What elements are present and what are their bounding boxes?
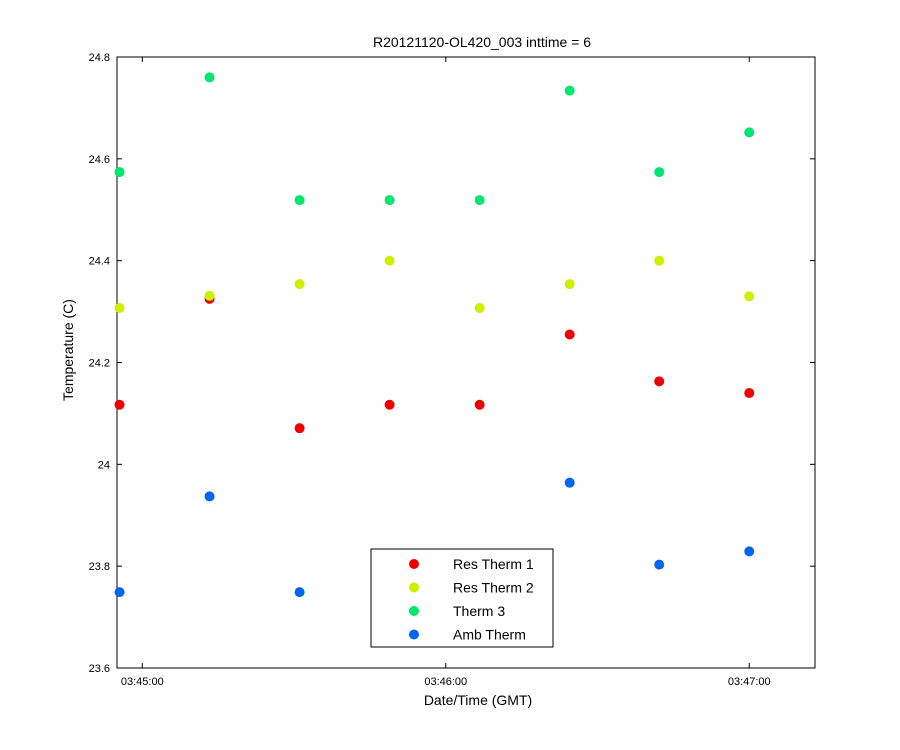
point-therm-3 [744, 127, 755, 138]
point-res-therm-2 [114, 303, 125, 314]
legend-marker-res-therm-2 [409, 582, 419, 593]
point-amb-therm [114, 587, 125, 598]
point-res-therm-1 [114, 399, 125, 410]
legend: Res Therm 1 Res Therm 2 Therm 3 Amb Therm [370, 548, 554, 648]
point-res-therm-1 [474, 399, 485, 410]
y-tick-label: 24.4 [89, 256, 110, 268]
y-tick-label: 24.2 [89, 358, 110, 370]
chart-title: R20121120-OL420_003 inttime = 6 [373, 34, 591, 50]
point-res-therm-2 [654, 255, 665, 266]
y-tick-label: 23.8 [89, 561, 110, 573]
point-res-therm-1 [654, 376, 665, 387]
y-tick-label: 23.6 [89, 663, 110, 675]
point-amb-therm [744, 546, 755, 557]
x-tick-label: 03:45:00 [121, 676, 164, 688]
point-therm-3 [654, 167, 665, 178]
x-tick-label: 03:47:00 [728, 676, 771, 688]
point-amb-therm [564, 477, 575, 488]
y-tick-label: 24.8 [89, 52, 110, 64]
point-amb-therm [294, 587, 305, 598]
point-therm-3 [114, 167, 125, 178]
point-therm-3 [204, 72, 215, 83]
point-amb-therm [654, 559, 665, 570]
x-axis-title: Date/Time (GMT) [424, 692, 532, 708]
y-axis-title: Temperature (C) [60, 299, 76, 401]
y-tick-label: 24 [98, 459, 110, 471]
point-amb-therm [204, 491, 215, 502]
point-res-therm-1 [744, 388, 755, 399]
point-therm-3 [294, 195, 305, 206]
legend-label-amb-therm: Amb Therm [453, 627, 526, 643]
point-res-therm-2 [294, 279, 305, 290]
axis-ticks: 23.6 23.8 24 24.2 24.4 24.6 24.8 03:45:00 03:46:… [89, 52, 815, 688]
point-res-therm-1 [564, 329, 575, 340]
point-res-therm-2 [564, 279, 575, 290]
legend-marker-amb-therm [409, 629, 419, 640]
legend-box [370, 548, 554, 648]
point-res-therm-2 [204, 290, 215, 301]
point-therm-3 [474, 195, 485, 206]
legend-label-res-therm-1: Res Therm 1 [453, 556, 534, 572]
legend-label-res-therm-2: Res Therm 2 [453, 580, 534, 596]
legend-marker-therm-3 [409, 606, 419, 616]
point-res-therm-2 [744, 291, 755, 302]
legend-label-therm-3: Therm 3 [453, 603, 505, 619]
data-points [114, 72, 755, 598]
point-therm-3 [564, 85, 575, 96]
point-res-therm-2 [474, 303, 485, 314]
y-tick-label: 24.6 [89, 154, 110, 166]
point-res-therm-2 [384, 255, 395, 266]
point-res-therm-1 [294, 423, 305, 434]
legend-marker-res-therm-1 [409, 559, 419, 569]
point-res-therm-1 [384, 399, 395, 410]
point-therm-3 [384, 195, 395, 206]
x-tick-label: 03:46:00 [424, 676, 467, 688]
